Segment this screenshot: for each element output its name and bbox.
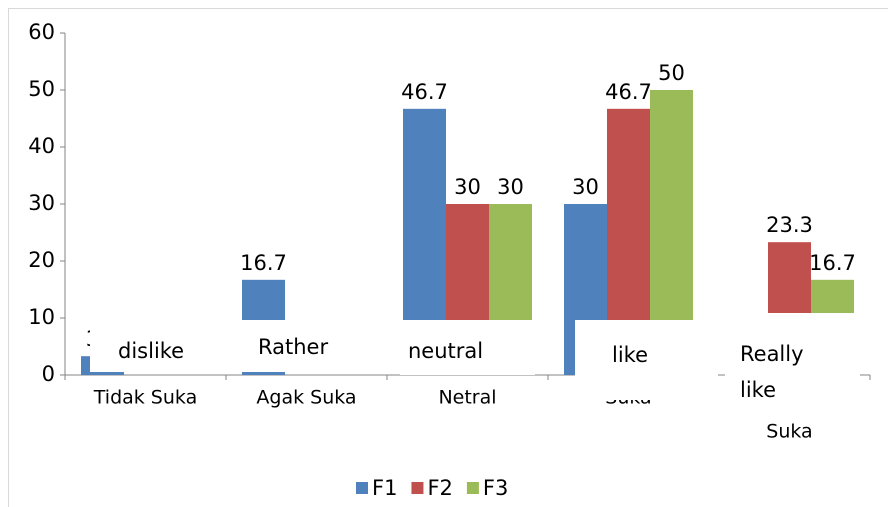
annotation-box: [400, 320, 535, 375]
annotation-box: [575, 320, 718, 400]
chart-frame: [8, 8, 888, 507]
legend-swatch: [411, 482, 424, 494]
y-tick-label: 10: [28, 305, 55, 329]
x-tick-label: Tidak Suka: [93, 387, 197, 409]
annotation: Rather: [258, 335, 328, 359]
data-label: 23.3: [766, 213, 813, 237]
legend-swatch: [466, 482, 479, 494]
legend-label: F2: [427, 476, 452, 500]
data-label: 30: [454, 175, 481, 199]
y-tick-label: 30: [28, 191, 55, 215]
y-tick-label: 50: [28, 77, 55, 101]
annotation: neutral: [408, 339, 483, 363]
data-label: 50: [658, 61, 685, 85]
annotation-box: [725, 313, 860, 408]
data-label: 30: [572, 175, 599, 199]
data-label: 16.7: [240, 251, 287, 275]
data-label: 46.7: [401, 80, 448, 104]
annotation-box: [240, 320, 385, 372]
y-tick-label: 60: [28, 20, 55, 44]
x-tick-label: Suka: [766, 421, 812, 443]
annotation: Really like: [740, 342, 804, 402]
y-tick-label: 0: [42, 362, 55, 386]
legend-label: F3: [483, 476, 508, 500]
annotation-box: [90, 320, 233, 372]
annotation: like: [612, 343, 648, 367]
annotation: dislike: [118, 339, 184, 363]
x-tick-label: Netral: [438, 387, 496, 409]
y-tick-label: 20: [28, 248, 55, 272]
legend-swatch: [356, 482, 368, 494]
legend-label: F1: [372, 476, 397, 500]
data-label: 46.7: [605, 80, 652, 104]
y-tick-label: 40: [28, 134, 55, 158]
data-label: 30: [497, 175, 524, 199]
data-label: 16.7: [809, 251, 856, 275]
x-tick-label: Agak Suka: [256, 387, 356, 409]
